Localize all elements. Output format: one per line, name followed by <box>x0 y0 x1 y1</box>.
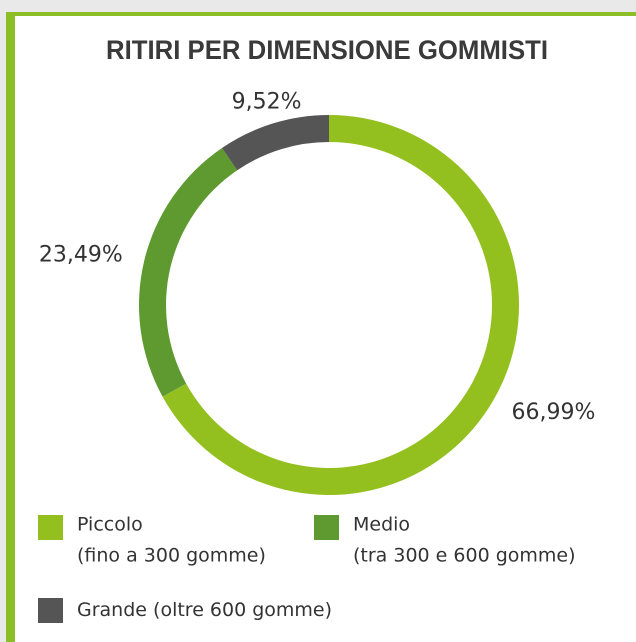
value-label: 9,52% <box>232 89 302 114</box>
legend-detail: (tra 300 e 600 gomme) <box>353 545 576 567</box>
legend-swatch <box>38 598 63 623</box>
legend-label: Grande (oltre 600 gomme) <box>77 599 332 621</box>
value-label: 23,49% <box>39 243 123 268</box>
chart-title: RITIRI PER DIMENSIONE GOMMISTI <box>106 35 548 65</box>
legend-swatch <box>38 515 63 540</box>
legend-name: Grande <box>77 599 147 621</box>
legend-swatch <box>314 515 339 540</box>
donut-segment <box>139 147 238 397</box>
legend-label: Piccolo <box>77 514 143 536</box>
legend-detail: (fino a 300 gomme) <box>77 545 266 567</box>
legend-label: Medio <box>353 514 410 536</box>
donut-segment <box>222 115 329 171</box>
value-label: 66,99% <box>512 400 596 425</box>
legend-detail: (oltre 600 gomme) <box>153 599 332 621</box>
